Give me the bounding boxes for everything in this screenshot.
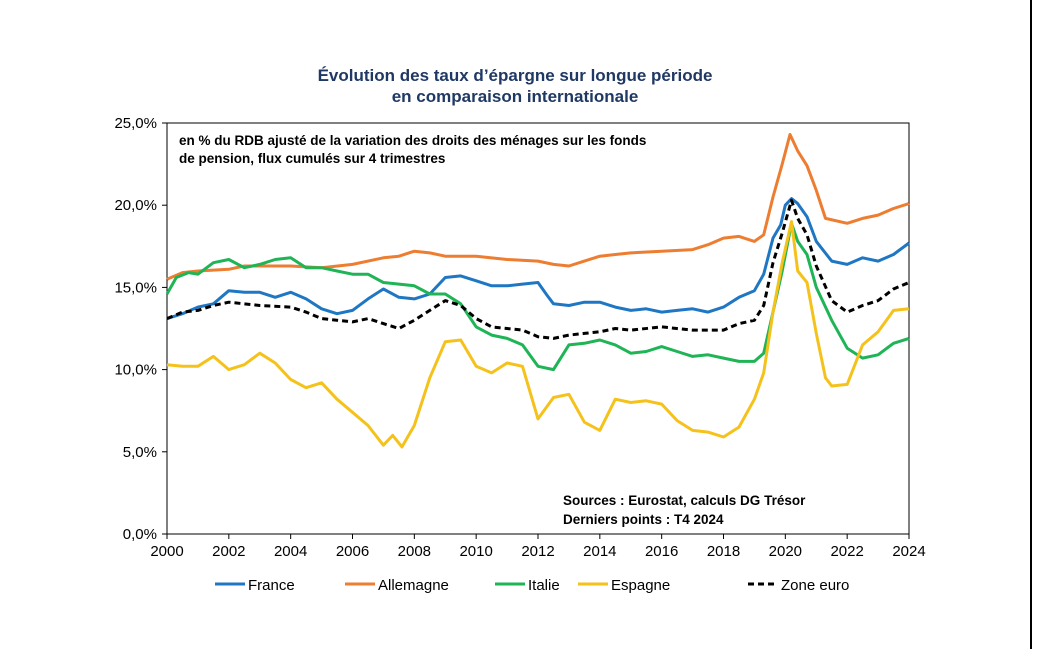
x-axis: 2000 2002 2004 2006 2008 2010 2012 2014 2016 2018… [150,534,926,560]
x-tick-label: 2014 [583,543,616,560]
y-tick-label: 0,0% [123,526,157,543]
legend-label-france: France [248,577,295,594]
y-tick-label: 5,0% [123,444,157,461]
x-tick-label: 2006 [336,543,369,560]
right-border-line [1030,0,1032,649]
series-line-zone-euro [166,198,910,340]
x-tick-label: 2008 [398,543,431,560]
x-tick-label: 2016 [645,543,678,560]
chart-subtitle-line-2: de pension, flux cumulés sur 4 trimestre… [179,151,445,166]
y-tick-label: 25,0% [114,115,157,132]
series-line-espagne [166,220,910,449]
x-tick-label: 2022 [830,543,863,560]
series-lines [165,133,910,449]
plot-area [166,122,910,535]
x-tick-label: 2002 [212,543,245,560]
x-tick-label: 2000 [150,543,183,560]
y-tick-label: 20,0% [114,197,157,214]
y-tick-label: 10,0% [114,362,157,379]
x-tick-label: 2004 [274,543,307,560]
chart-subtitle-line-1: en % du RDB ajusté de la variation des d… [179,133,646,148]
x-tick-label: 2012 [521,543,554,560]
y-tick-label: 15,0% [114,279,157,296]
legend: France Allemagne Italie Espagne Zone eur… [215,577,849,594]
chart-title-line-1: Évolution des taux d’épargne sur longue … [318,66,713,85]
x-tick-label: 2024 [892,543,925,560]
y-axis: 0,0% 5,0% 10,0% 15,0% 20,0% 25,0% [114,115,167,543]
legend-label-italie: Italie [528,577,560,594]
legend-label-zone-euro: Zone euro [781,577,849,594]
chart-title-line-2: en comparaison internationale [392,87,639,106]
legend-label-espagne: Espagne [611,577,670,594]
x-tick-label: 2018 [707,543,740,560]
x-tick-label: 2010 [459,543,492,560]
legend-label-allemagne: Allemagne [378,577,449,594]
sources-note: Sources : Eurostat, calculs DG Trésor [563,493,806,508]
last-points-note: Derniers points : T4 2024 [563,512,724,527]
x-tick-label: 2020 [769,543,802,560]
